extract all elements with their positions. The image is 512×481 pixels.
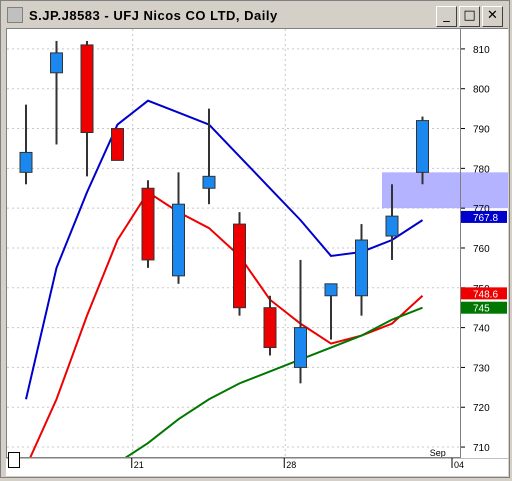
status-box[interactable] (8, 452, 20, 468)
price-label: 745 (473, 304, 490, 315)
candle-body (172, 203, 185, 277)
price-label-box (461, 301, 507, 314)
moving-average-line-3 (124, 306, 423, 457)
price-label-box (461, 210, 507, 223)
axis-tick-label: 720 (473, 403, 490, 414)
moving-average-line-2 (29, 190, 424, 457)
candle-body (385, 215, 399, 237)
price-label-box (461, 287, 507, 300)
price-axis[interactable]: 810800790780770760750740730720710767.874… (461, 28, 508, 458)
axis-tick-label: 760 (473, 244, 490, 255)
candle-body (50, 52, 63, 74)
title-bar[interactable]: S.JP.J8583 - UFJ Nicos CO LTD, Daily _ □… (3, 4, 509, 28)
axis-tick-label: 730 (473, 363, 490, 374)
axis-tick-label: 790 (473, 125, 490, 136)
axis-tick-label: 800 (473, 85, 490, 96)
candle-body (355, 239, 368, 297)
axis-tick-label: 780 (473, 164, 490, 175)
window-title: S.JP.J8583 - UFJ Nicos CO LTD, Daily (29, 8, 278, 23)
price-axis-svg: 810800790780770760750740730720710767.874… (461, 45, 508, 454)
candle-body (80, 44, 94, 134)
date-axis: 21 28 Sep 04 (6, 448, 508, 476)
candle-body (19, 151, 33, 173)
axis-tick-label: 810 (473, 45, 490, 56)
candle-body (202, 175, 216, 189)
axis-tick-label: 740 (473, 324, 490, 335)
candle-body (263, 307, 277, 349)
axis-tick-label: 770 (473, 204, 490, 215)
date-tick-label: 28 (286, 460, 296, 470)
chart-plot-area[interactable]: Sep (6, 28, 461, 458)
price-label: 767.8 (473, 213, 498, 224)
axis-tick-label: 710 (473, 443, 490, 454)
maximize-button[interactable]: □ (459, 6, 480, 27)
minimize-button[interactable]: _ (436, 6, 457, 27)
candle-body (294, 327, 307, 368)
price-chart: Sep (7, 29, 460, 458)
candle-body (233, 223, 246, 309)
candle-body (416, 120, 429, 173)
date-tick-label: 21 (134, 460, 144, 470)
candle-body (324, 283, 338, 297)
price-label: 748.6 (473, 289, 498, 300)
date-tick-label: 04 (454, 460, 464, 470)
candle-body (141, 187, 155, 261)
price-highlight-band (382, 172, 460, 209)
price-highlight-band-axis (461, 172, 508, 209)
month-label: Sep (430, 448, 446, 458)
candle-body (111, 128, 124, 161)
window-icon[interactable] (7, 7, 23, 23)
close-button[interactable]: ✕ (482, 6, 503, 27)
date-axis-svg: 21 28 Sep 04 (6, 448, 508, 470)
